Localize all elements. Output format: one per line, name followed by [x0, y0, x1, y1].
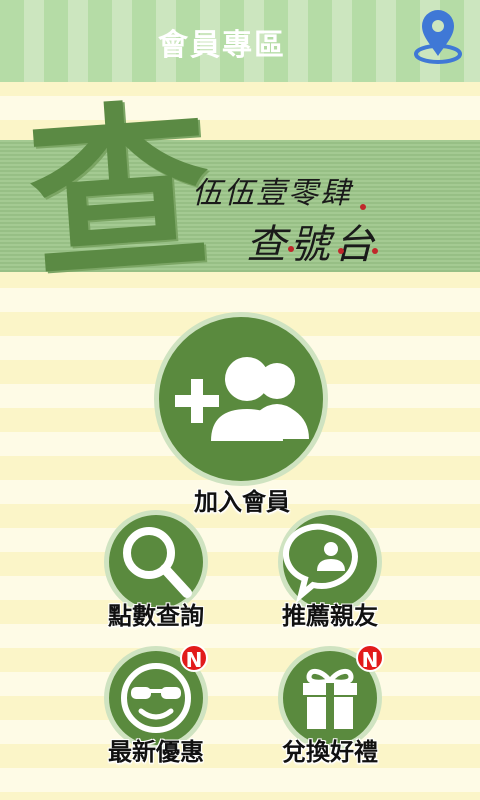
- decor-dot: [338, 248, 344, 254]
- refer-friends-label[interactable]: 推薦親友: [282, 602, 378, 630]
- redeem-gifts-button[interactable]: [278, 646, 382, 750]
- chat-user-icon: [283, 523, 358, 604]
- join-member-label[interactable]: 加入會員: [194, 488, 290, 516]
- gift-icon: [303, 669, 357, 729]
- latest-offers-label[interactable]: 最新優惠: [108, 738, 204, 766]
- refer-friends-button[interactable]: [278, 510, 382, 614]
- add-group-icon: [175, 357, 309, 441]
- smiley-sunglasses-icon: [121, 663, 191, 733]
- decor-dot: [288, 246, 294, 252]
- points-search-label[interactable]: 點數查詢: [108, 602, 204, 630]
- search-icon: [123, 527, 192, 598]
- banner-line-2: 查號台: [246, 222, 378, 268]
- decor-dot: [372, 248, 378, 254]
- new-badge: N: [356, 644, 384, 672]
- banner-strip: [0, 140, 480, 272]
- page-title: 會員專區: [158, 28, 286, 63]
- points-search-button[interactable]: [104, 510, 208, 614]
- app-header: 會員專區: [0, 0, 480, 82]
- decor-dot: [360, 204, 366, 210]
- new-badge: N: [180, 644, 208, 672]
- banner-line-1: 伍伍壹零肆: [192, 176, 352, 211]
- banner-big-character: 查: [22, 80, 218, 304]
- redeem-gifts-label[interactable]: 兌換好禮: [282, 738, 378, 766]
- map-pin-icon[interactable]: [410, 6, 466, 66]
- join-member-button[interactable]: [154, 312, 328, 486]
